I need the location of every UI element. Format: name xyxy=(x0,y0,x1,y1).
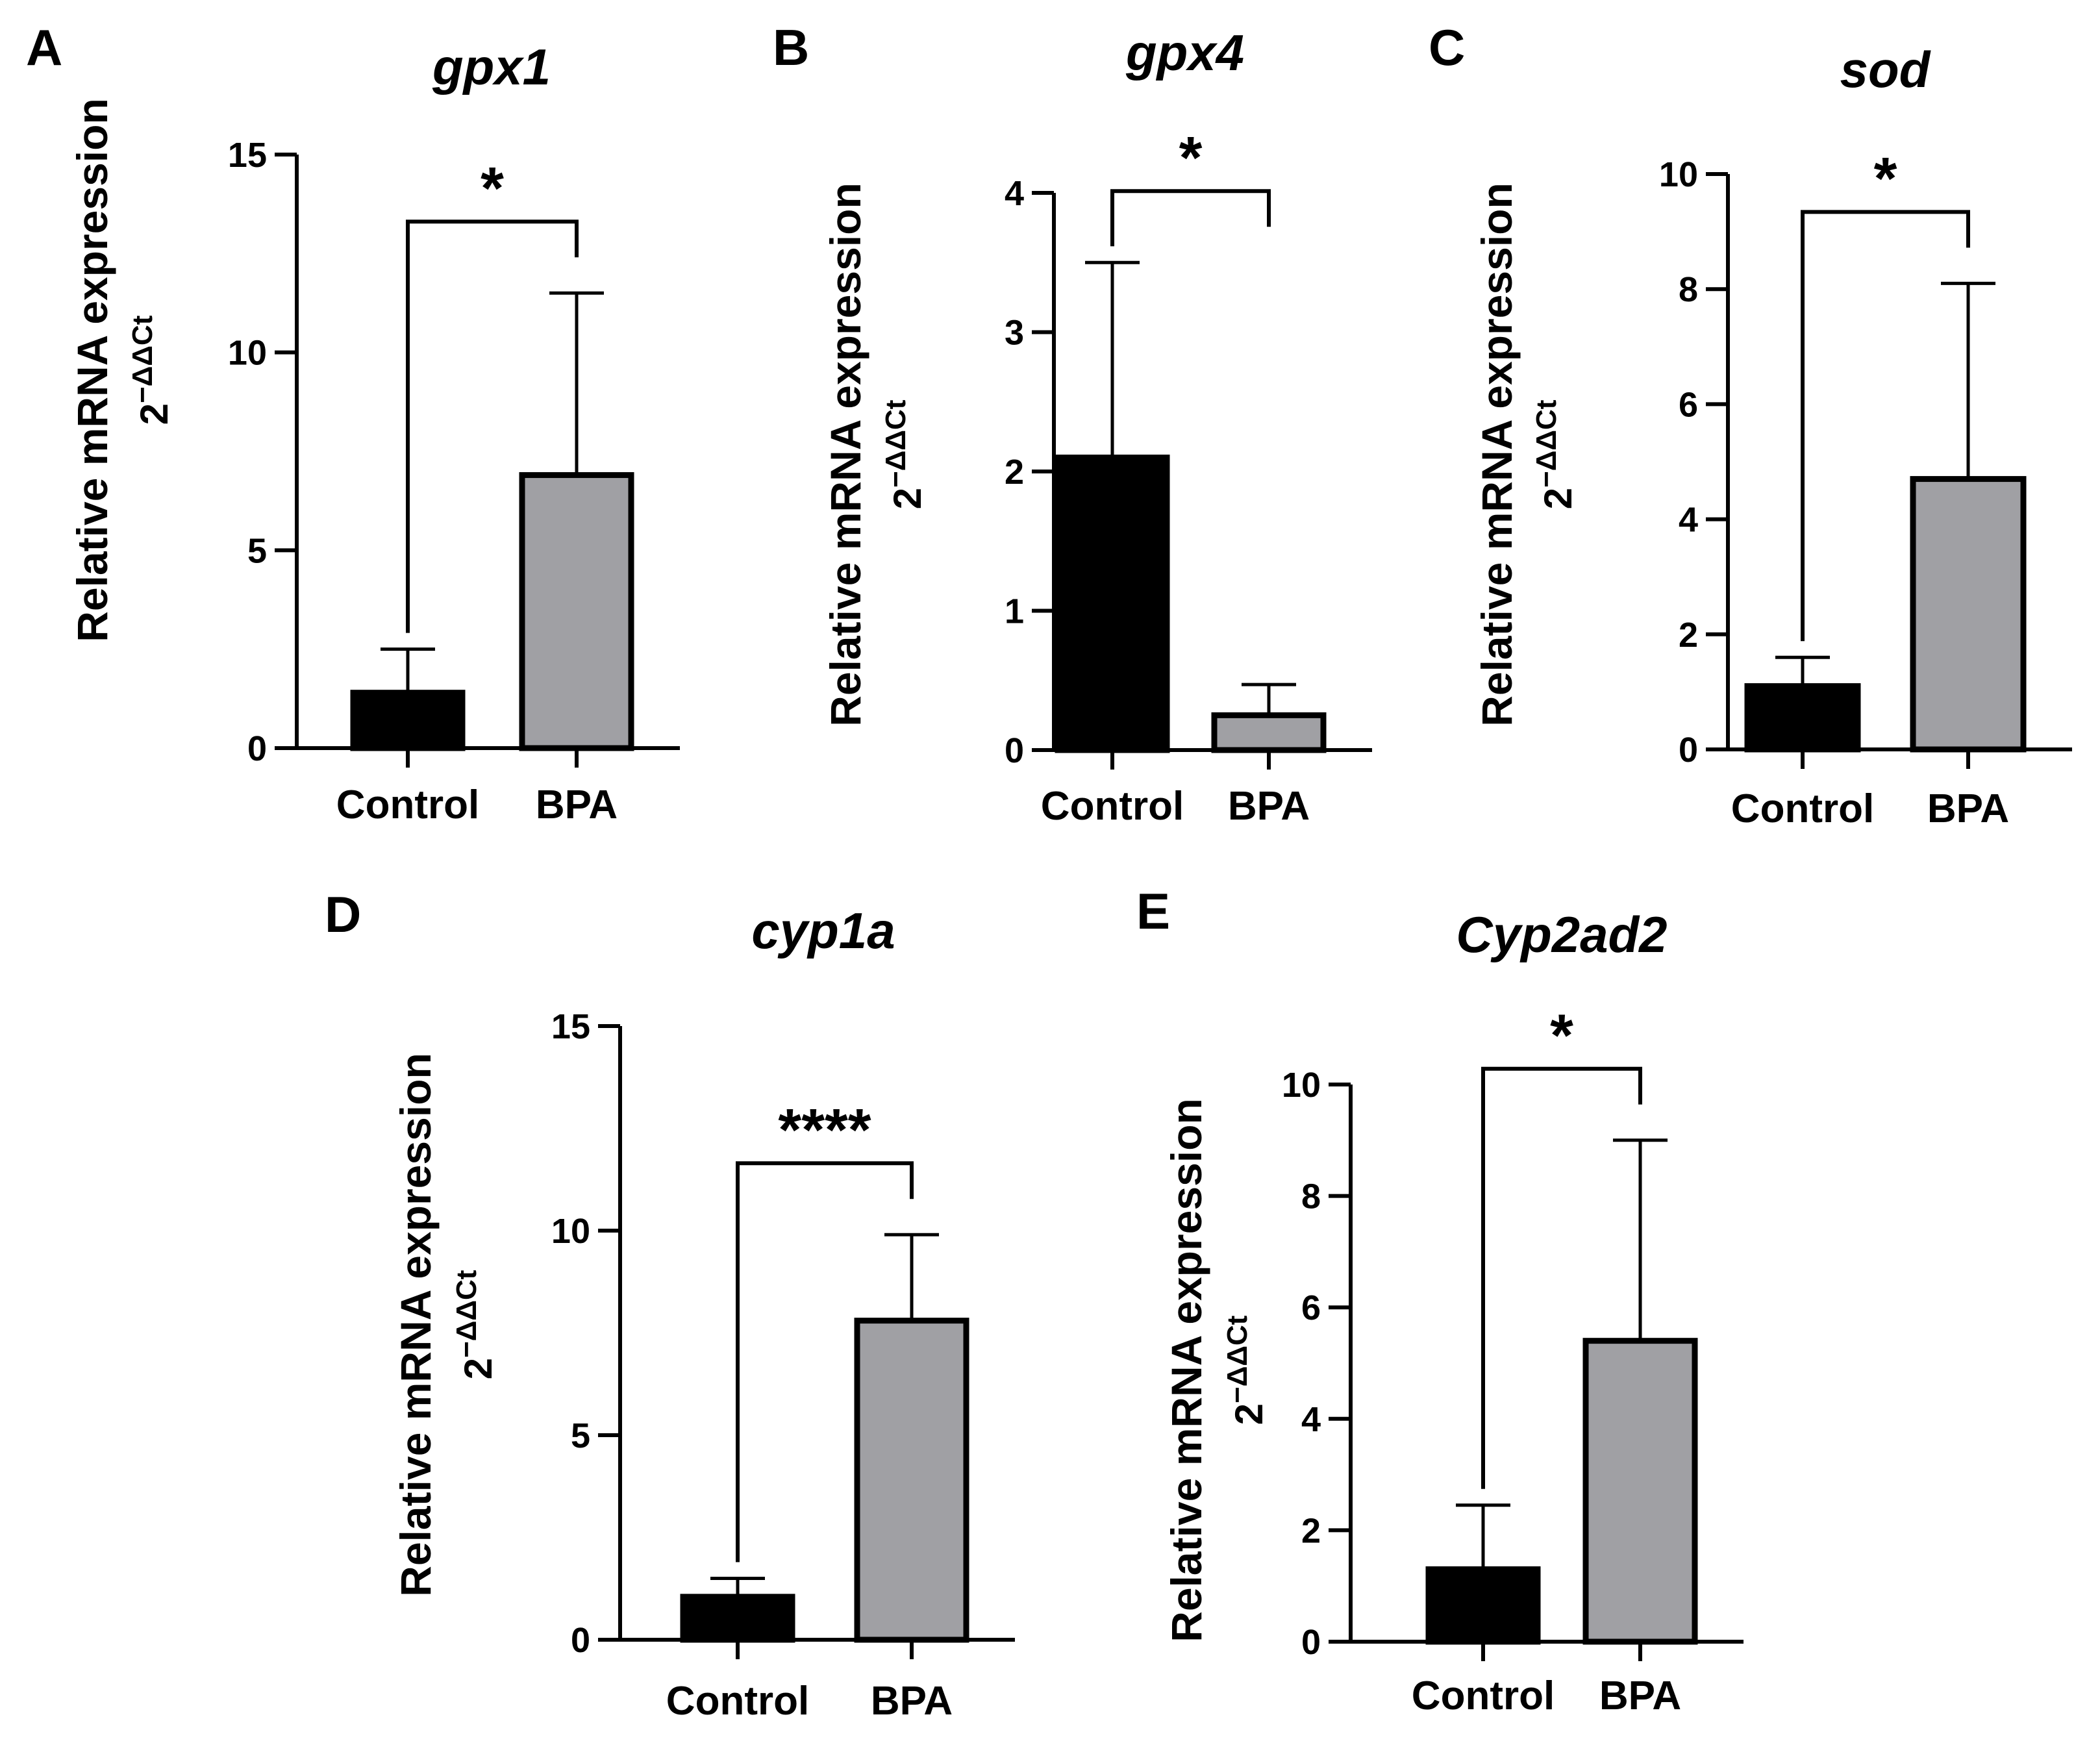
x-tick-label: BPA xyxy=(1927,786,2009,831)
x-tick-label: Control xyxy=(1412,1674,1555,1718)
panel-letter: C xyxy=(1429,19,1465,76)
bar-control xyxy=(350,690,466,751)
significance-marker: **** xyxy=(778,1097,871,1163)
bar-control xyxy=(680,1594,795,1643)
x-tick-label: BPA xyxy=(871,1679,953,1724)
chart-title: sod xyxy=(1840,41,1931,98)
y-tick-label: 10 xyxy=(1282,1066,1321,1105)
chart-title: gpx1 xyxy=(432,38,551,95)
y-tick-label: 10 xyxy=(551,1212,590,1251)
significance-bracket xyxy=(1481,1066,1642,1489)
y-tick-label: 0 xyxy=(1301,1623,1321,1662)
panel-letter: D xyxy=(325,886,361,943)
y-tick-label: 0 xyxy=(1005,731,1024,770)
y-axis-label: Relative mRNA expression xyxy=(1162,1098,1210,1642)
significance-marker: * xyxy=(1550,1003,1573,1069)
y-tick-label: 15 xyxy=(551,1007,590,1046)
y-tick-label: 5 xyxy=(571,1416,590,1455)
y-tick-label: 2 xyxy=(1679,616,1698,655)
panel-letter: E xyxy=(1136,883,1170,940)
y-axis-sublabel: 2−ΔΔCt xyxy=(880,399,929,509)
y-axis-sublabel: 2−ΔΔCt xyxy=(1531,399,1580,509)
x-tick-label: Control xyxy=(1041,784,1184,829)
y-tick-label: 8 xyxy=(1679,270,1698,309)
significance-bracket xyxy=(1110,189,1271,247)
significance-marker: * xyxy=(481,155,504,221)
x-tick-label: BPA xyxy=(1228,784,1310,829)
significance-bracket xyxy=(406,219,579,633)
y-tick-label: 10 xyxy=(1659,155,1698,194)
y-tick-label: 2 xyxy=(1301,1511,1321,1550)
y-axis-label: Relative mRNA expression xyxy=(1473,182,1521,727)
significance-bracket xyxy=(736,1161,914,1562)
y-tick-label: 1 xyxy=(1005,592,1024,631)
y-tick-label: 0 xyxy=(571,1621,590,1660)
significance-bracket xyxy=(1801,210,1970,642)
y-tick-label: 10 xyxy=(228,334,267,373)
significance-marker: * xyxy=(1874,145,1897,212)
y-tick-label: 0 xyxy=(247,729,267,768)
y-axis-label: Relative mRNA expression xyxy=(68,98,116,642)
y-axis-sublabel: 2−ΔΔCt xyxy=(1221,1315,1271,1425)
bar-control xyxy=(1425,1566,1541,1645)
y-tick-label: 4 xyxy=(1301,1400,1321,1439)
panel-letter: B xyxy=(773,19,809,76)
y-axis-label: Relative mRNA expression xyxy=(392,1053,440,1597)
bar-bpa xyxy=(1582,1338,1698,1645)
bar-bpa xyxy=(1211,712,1327,753)
y-tick-label: 6 xyxy=(1679,385,1698,424)
y-axis-label: Relative mRNA expression xyxy=(821,182,869,727)
bar-control xyxy=(1055,455,1170,753)
y-tick-label: 6 xyxy=(1301,1288,1321,1327)
y-tick-label: 5 xyxy=(247,531,267,570)
y-tick-label: 0 xyxy=(1679,731,1698,770)
y-axis-sublabel: 2−ΔΔCt xyxy=(127,315,176,425)
y-tick-label: 8 xyxy=(1301,1177,1321,1216)
bar-bpa xyxy=(1910,476,2027,753)
y-tick-label: 15 xyxy=(228,136,267,175)
significance-marker: * xyxy=(1179,125,1203,191)
chart-title: cyp1a xyxy=(751,902,895,959)
y-tick-label: 4 xyxy=(1679,501,1698,540)
y-tick-label: 3 xyxy=(1005,314,1024,353)
x-tick-label: Control xyxy=(666,1679,809,1724)
bar-bpa xyxy=(519,472,634,751)
bar-bpa xyxy=(854,1318,969,1643)
y-axis-sublabel: 2−ΔΔCt xyxy=(451,1270,500,1379)
y-tick-label: 4 xyxy=(1005,174,1024,213)
x-tick-label: BPA xyxy=(1599,1674,1681,1718)
chart-title: gpx4 xyxy=(1125,24,1244,81)
x-tick-label: Control xyxy=(1731,786,1874,831)
chart-title: Cyp2ad2 xyxy=(1456,906,1667,963)
panel-letter: A xyxy=(26,19,62,76)
x-tick-label: Control xyxy=(336,783,479,827)
x-tick-label: BPA xyxy=(536,783,618,827)
y-tick-label: 2 xyxy=(1005,453,1024,492)
panel-e: E Cyp2ad2 Relative mRNA expression 2−ΔΔCt 0 2… xyxy=(1136,883,1744,1718)
bar-control xyxy=(1744,683,1861,753)
